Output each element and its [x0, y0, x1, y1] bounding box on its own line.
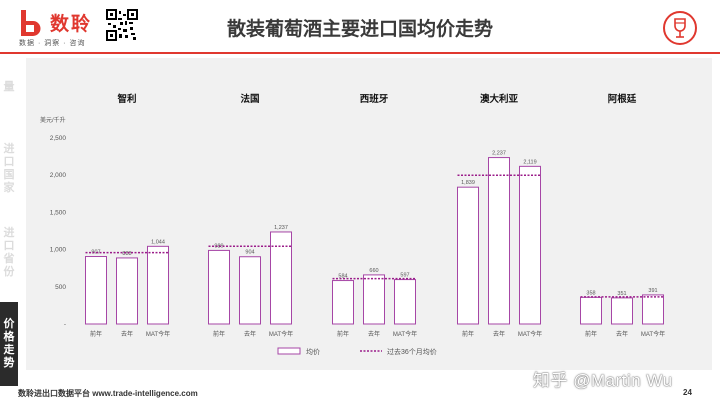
bar: [580, 296, 602, 325]
x-tick-label: MAT今年: [393, 330, 417, 338]
header: 数聆 数据 · 洞察 · 咨询 散装葡萄酒主要进口国均价走势: [0, 0, 720, 54]
x-tick-label: MAT今年: [518, 330, 542, 338]
side-nav-char: 口: [3, 156, 15, 168]
bar-value-label: 584: [338, 274, 347, 280]
x-tick-label: 前年: [585, 330, 597, 338]
brand-name: 数聆: [50, 14, 93, 35]
country-title: 智利: [117, 93, 136, 105]
y-tick-label: 1,500: [50, 209, 67, 216]
bar: [208, 249, 230, 325]
side-nav-char: 国: [3, 169, 15, 181]
watermark: 知乎 @Martin Wu: [533, 371, 673, 390]
x-tick-label: 前年: [337, 330, 349, 338]
bar: [147, 245, 169, 325]
side-nav-char: 进: [3, 227, 15, 239]
bar: [457, 186, 479, 325]
side-nav-char: 口: [3, 240, 15, 252]
bar: [116, 257, 138, 325]
bar: [270, 231, 292, 325]
bar: [611, 297, 633, 325]
x-tick-label: MAT今年: [269, 330, 293, 338]
bar-value-label: 1,237: [274, 225, 288, 231]
bar-value-label: 2,237: [492, 151, 506, 157]
country-title: 西班牙: [360, 93, 389, 105]
page-number: 24: [683, 388, 692, 397]
y-tick-label: 500: [55, 284, 66, 291]
y-tick-label: 1,000: [50, 247, 67, 254]
side-nav-char: 进: [3, 143, 15, 155]
header-divider: [0, 52, 720, 54]
side-nav-char: 份: [3, 266, 15, 278]
x-tick-label: 去年: [368, 330, 380, 338]
bar-value-label: 904: [245, 250, 254, 256]
side-nav-char: 省: [3, 253, 15, 265]
side-nav-char: 势: [3, 357, 15, 369]
side-nav-item[interactable]: 进口省份: [0, 218, 18, 288]
x-tick-label: 去年: [493, 330, 505, 338]
side-nav-char: 家: [3, 182, 15, 194]
x-tick-label: 前年: [90, 330, 102, 338]
x-tick-label: 去年: [616, 330, 628, 338]
country-title: 法国: [240, 93, 259, 105]
side-nav-item[interactable]: 进口国家: [0, 134, 18, 204]
side-nav-char: 走: [3, 344, 15, 356]
legend-bar-label: 均价: [306, 347, 320, 356]
y-tick-label: 2,000: [50, 172, 67, 179]
chart-panel: 美元/千升-5001,0001,5002,0002,500智利907前年888去…: [26, 58, 712, 370]
side-nav-char: 价: [3, 318, 15, 330]
bar: [519, 165, 541, 325]
side-nav-char: 量: [3, 80, 15, 93]
bar: [332, 280, 354, 325]
bar-value-label: 1,839: [461, 180, 475, 186]
wine-glass-icon: [663, 11, 697, 45]
bar-value-label: 391: [648, 288, 657, 294]
page-title: 散装葡萄酒主要进口国均价走势: [226, 19, 493, 40]
y-tick-label: -: [64, 321, 66, 328]
brand-slogan: 数据 · 洞察 · 咨询: [19, 40, 86, 47]
country-title: 澳大利亚: [480, 93, 519, 105]
bar-value-label: 888: [122, 251, 131, 257]
bar: [488, 157, 510, 325]
qr-code-icon: [106, 9, 138, 41]
y-axis-title: 美元/千升: [40, 116, 66, 124]
country-title: 阿根廷: [608, 93, 637, 105]
bar-value-label: 660: [369, 268, 378, 274]
bar-value-label: 1,044: [151, 239, 165, 245]
x-tick-label: 前年: [213, 330, 225, 338]
brand-logo-icon: [21, 10, 41, 36]
bar-value-label: 358: [586, 290, 595, 296]
bar-value-label: 597: [400, 273, 409, 279]
y-tick-label: 2,500: [50, 135, 67, 142]
x-tick-label: 前年: [462, 330, 474, 338]
x-tick-label: MAT今年: [641, 330, 665, 338]
bar-value-label: 351: [617, 291, 626, 297]
legend-bar-swatch: [277, 347, 301, 355]
x-tick-label: 去年: [244, 330, 256, 338]
side-nav-char: 格: [3, 331, 15, 343]
side-nav-item[interactable]: 量: [0, 54, 18, 120]
side-nav-item-active[interactable]: 价格走势: [0, 302, 18, 386]
bar: [85, 256, 107, 325]
side-nav: 量 进口国家 进口省份 价格走势: [0, 54, 18, 391]
bar-value-label: 2,119: [523, 159, 536, 165]
price-trend-chart: 美元/千升-5001,0001,5002,0002,500智利907前年888去…: [40, 93, 665, 356]
x-tick-label: 去年: [121, 330, 133, 338]
legend-line-label: 过去36个月均价: [387, 347, 437, 356]
bar: [239, 256, 261, 325]
bar: [642, 294, 664, 325]
bar: [363, 274, 385, 325]
x-tick-label: MAT今年: [146, 330, 170, 338]
bar: [394, 279, 416, 325]
footer-text: 数聆进出口数据平台 www.trade-intelligence.com: [18, 389, 198, 398]
